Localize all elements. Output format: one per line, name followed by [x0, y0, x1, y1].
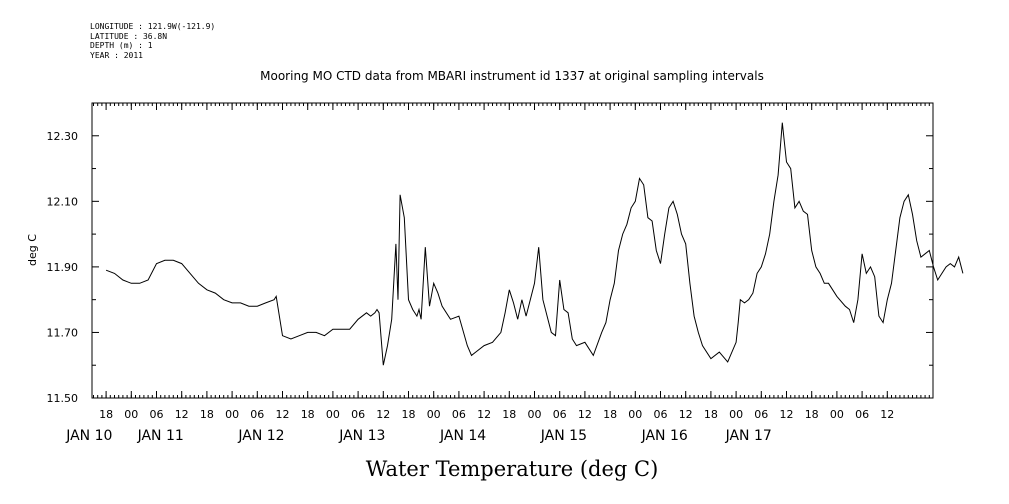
x-day-label: JAN 17: [725, 428, 772, 444]
x-tick-label: 18: [603, 408, 617, 421]
latitude-label: LATITUDE : 36.8N: [90, 31, 168, 41]
x-tick-label: 06: [855, 408, 869, 421]
x-tick-label: 18: [502, 408, 516, 421]
x-tick-label: 00: [729, 408, 743, 421]
x-axis-label: Water Temperature (deg C): [366, 457, 659, 481]
y-tick-label: 12.30: [47, 130, 79, 143]
x-day-label: JAN 11: [137, 428, 184, 444]
x-tick-label: 12: [880, 408, 894, 421]
x-day-label: JAN 15: [540, 428, 587, 444]
x-day-label: JAN 14: [439, 428, 486, 444]
x-tick-label: 18: [805, 408, 819, 421]
x-tick-label: 18: [200, 408, 214, 421]
x-tick-label: 12: [780, 408, 794, 421]
x-tick-label: 00: [830, 408, 844, 421]
x-tick-label: 18: [99, 408, 113, 421]
x-tick-label: 18: [402, 408, 416, 421]
longitude-label: LONGITUDE : 121.9W(-121.9): [90, 22, 216, 31]
x-tick-label: 18: [301, 408, 315, 421]
x-tick-label: 12: [276, 408, 290, 421]
x-tick-label: 06: [452, 408, 466, 421]
x-tick-label: 12: [376, 408, 390, 421]
x-day-label: JAN 13: [338, 428, 385, 444]
y-tick-label: 11.70: [47, 326, 79, 339]
x-tick-label: 00: [628, 408, 642, 421]
x-tick-label: 06: [553, 408, 567, 421]
depth-label: DEPTH (m) : 1: [90, 41, 153, 50]
y-tick-label: 12.10: [47, 195, 79, 208]
x-day-label: JAN 12: [237, 428, 284, 444]
x-tick-label: 00: [427, 408, 441, 421]
x-tick-label: 00: [528, 408, 542, 421]
series-line: [105, 122, 964, 366]
x-tick-label: 06: [654, 408, 668, 421]
x-tick-label: 00: [124, 408, 138, 421]
year-label: YEAR : 2011: [90, 50, 143, 60]
x-day-label: JAN 16: [641, 428, 688, 444]
x-tick-label: 06: [150, 408, 164, 421]
x-tick-label: 18: [704, 408, 718, 421]
x-tick-label: 12: [477, 408, 491, 421]
y-tick-label: 11.90: [47, 261, 79, 274]
x-tick-label: 00: [326, 408, 340, 421]
x-day-label: JAN 10: [65, 428, 112, 444]
x-tick-label: 12: [679, 408, 693, 421]
chart-title: Mooring MO CTD data from MBARI instrumen…: [260, 69, 764, 83]
x-tick-label: 00: [225, 408, 239, 421]
x-tick-label: 06: [250, 408, 264, 421]
y-tick-label: 11.50: [47, 392, 79, 405]
plot-frame: [91, 102, 934, 399]
x-tick-label: 12: [578, 408, 592, 421]
axes: 11.50 11.70 11.90 12.10 12.30 18 00 06 12 18 00 06 1…: [47, 102, 933, 444]
metadata-block: LONGITUDE : 121.9W(-121.9) LATITUDE : 36…: [90, 22, 215, 60]
y-axis-label: deg C: [26, 234, 39, 266]
x-tick-label: 12: [175, 408, 189, 421]
series-marks: [105, 122, 964, 366]
x-tick-label: 06: [754, 408, 768, 421]
x-tick-label: 06: [351, 408, 365, 421]
